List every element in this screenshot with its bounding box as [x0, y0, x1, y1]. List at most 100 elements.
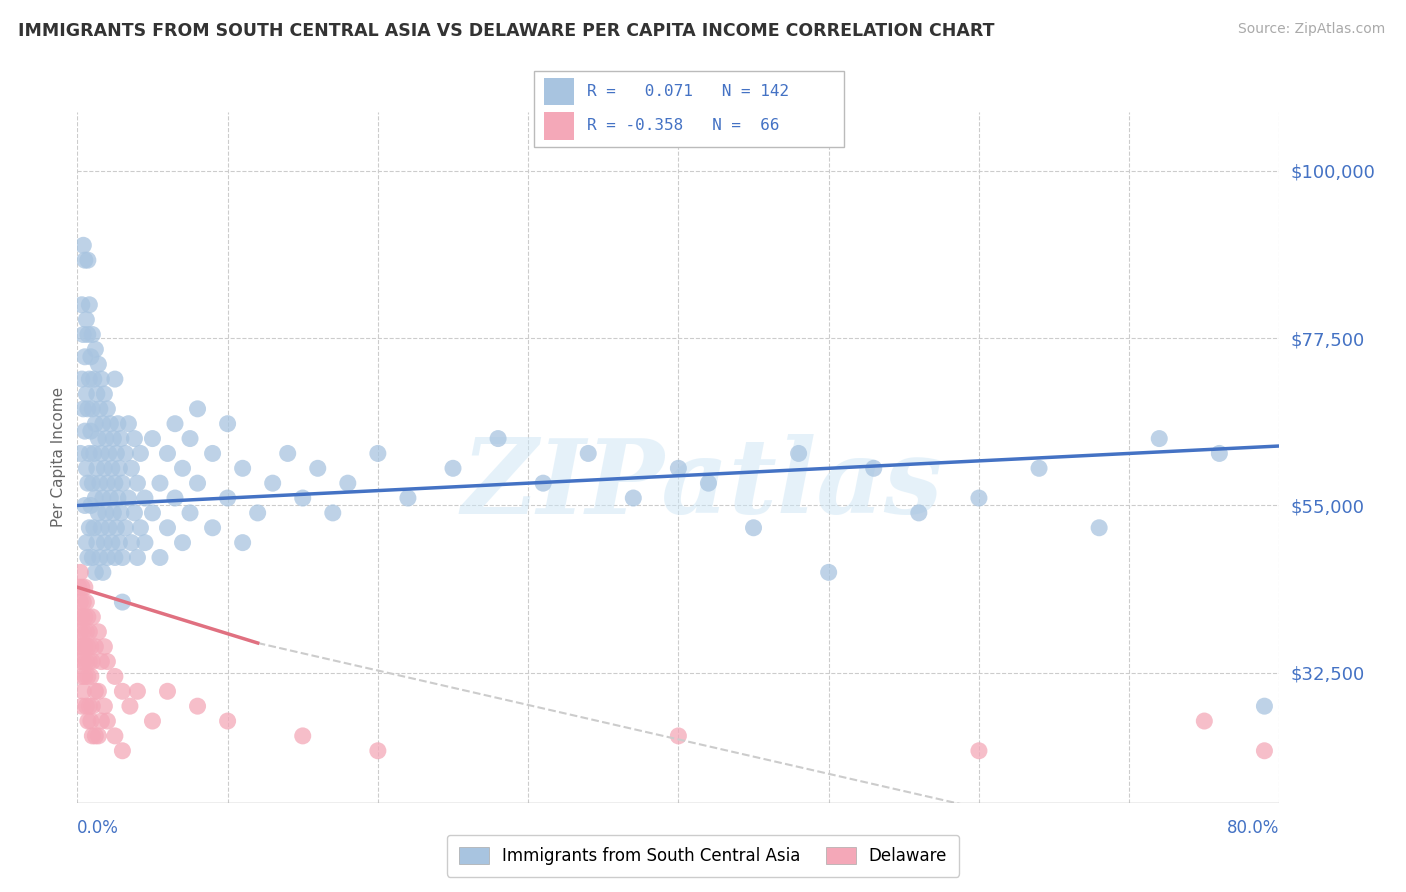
Point	[111, 476, 134, 491]
Point	[75, 387, 97, 401]
Point	[367, 744, 389, 758]
Point	[75, 624, 97, 639]
Point	[79, 655, 101, 669]
Point	[576, 446, 599, 460]
Point	[73, 424, 96, 438]
Point	[1208, 446, 1230, 460]
Point	[69, 566, 91, 580]
Point	[108, 535, 131, 549]
Point	[124, 432, 146, 446]
Point	[76, 253, 98, 268]
Point	[217, 417, 239, 431]
Point	[75, 535, 97, 549]
Point	[73, 253, 96, 268]
Point	[94, 432, 117, 446]
Point	[1194, 714, 1216, 728]
Point	[69, 624, 91, 639]
Point	[79, 372, 101, 386]
Point	[156, 521, 179, 535]
Point	[76, 640, 98, 654]
Point	[201, 446, 224, 460]
Point	[79, 298, 101, 312]
Point	[96, 714, 118, 728]
Point	[291, 729, 314, 743]
Point	[967, 491, 990, 505]
Point	[124, 506, 146, 520]
Point	[73, 610, 96, 624]
Point	[73, 499, 96, 513]
Text: 0.0%: 0.0%	[77, 819, 120, 837]
Point	[90, 372, 112, 386]
Point	[118, 699, 141, 714]
Point	[72, 684, 94, 698]
Point	[87, 357, 110, 371]
Point	[87, 432, 110, 446]
Point	[817, 566, 839, 580]
Point	[84, 640, 107, 654]
Point	[76, 550, 98, 565]
Point	[105, 446, 128, 460]
Point	[96, 550, 118, 565]
Point	[69, 446, 91, 460]
Point	[967, 744, 990, 758]
Point	[1253, 744, 1275, 758]
Point	[72, 655, 94, 669]
Point	[72, 238, 94, 252]
Point	[742, 521, 765, 535]
Point	[100, 491, 122, 505]
Point	[84, 566, 107, 580]
Point	[75, 461, 97, 475]
Point	[110, 432, 132, 446]
Point	[84, 417, 107, 431]
Point	[262, 476, 284, 491]
Text: IMMIGRANTS FROM SOUTH CENTRAL ASIA VS DELAWARE PER CAPITA INCOME CORRELATION CHA: IMMIGRANTS FROM SOUTH CENTRAL ASIA VS DE…	[18, 22, 995, 40]
Point	[91, 417, 114, 431]
Point	[105, 521, 128, 535]
Point	[83, 372, 105, 386]
Point	[127, 684, 149, 698]
Text: 80.0%: 80.0%	[1227, 819, 1279, 837]
Point	[232, 461, 254, 475]
Point	[531, 476, 554, 491]
Point	[787, 446, 810, 460]
Point	[97, 521, 120, 535]
Point	[149, 550, 172, 565]
Point	[70, 298, 93, 312]
Point	[70, 669, 93, 683]
Point	[75, 312, 97, 326]
Point	[76, 714, 98, 728]
Point	[86, 535, 108, 549]
Point	[111, 550, 134, 565]
Point	[107, 491, 129, 505]
Point	[90, 655, 112, 669]
Legend: Immigrants from South Central Asia, Delaware: Immigrants from South Central Asia, Dela…	[447, 835, 959, 877]
Point	[83, 446, 105, 460]
Point	[156, 446, 179, 460]
Point	[90, 521, 112, 535]
Point	[1088, 521, 1111, 535]
Point	[104, 476, 127, 491]
Point	[79, 699, 101, 714]
Point	[96, 655, 118, 669]
Point	[76, 610, 98, 624]
Point	[70, 610, 93, 624]
Point	[179, 432, 201, 446]
Point	[114, 446, 136, 460]
Point	[67, 610, 90, 624]
Point	[89, 401, 111, 416]
Point	[441, 461, 464, 475]
Point	[101, 535, 124, 549]
Point	[141, 714, 163, 728]
Point	[70, 699, 93, 714]
Point	[72, 327, 94, 342]
Point	[96, 401, 118, 416]
Point	[76, 476, 98, 491]
Point	[111, 595, 134, 609]
Point	[84, 343, 107, 357]
Point	[72, 401, 94, 416]
Point	[87, 729, 110, 743]
Point	[367, 446, 389, 460]
Point	[396, 491, 419, 505]
Point	[93, 535, 115, 549]
Point	[277, 446, 299, 460]
